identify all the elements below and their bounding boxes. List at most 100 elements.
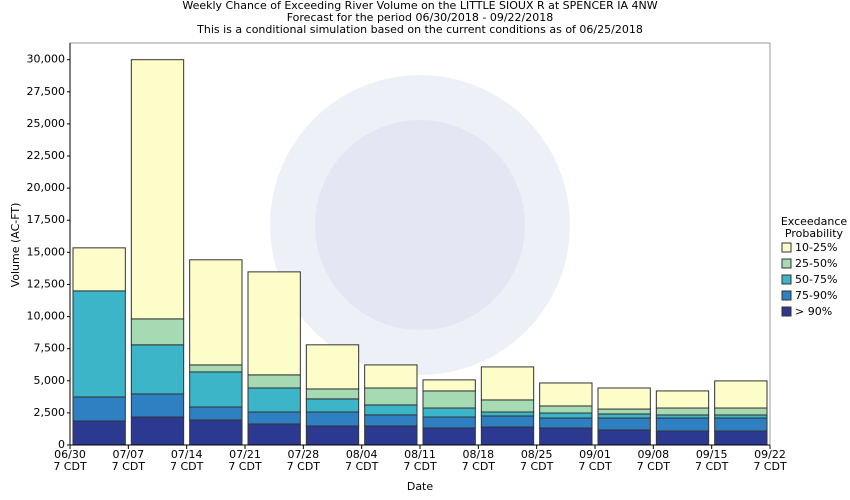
bar-segment — [714, 430, 768, 446]
bar-segment — [189, 419, 243, 446]
bar-segment — [72, 290, 126, 398]
bar-segment — [539, 405, 593, 414]
x-tick-label: 7 CDT — [53, 460, 87, 473]
x-tick-label: 7 CDT — [112, 460, 146, 473]
bar-segment — [597, 417, 651, 431]
x-tick-label: 08/11 — [404, 448, 436, 461]
legend-swatch — [781, 274, 792, 285]
bar-segment — [72, 396, 126, 422]
x-tick-label: 7 CDT — [345, 460, 379, 473]
bar-segment — [422, 416, 476, 429]
y-tick-label: 15,000 — [27, 245, 66, 258]
bar-segment — [480, 366, 535, 401]
bar-segment — [539, 427, 593, 446]
bar-segment — [480, 411, 535, 417]
legend-swatch — [781, 242, 792, 253]
bar-segment — [422, 379, 476, 392]
x-tick-label: 06/30 — [54, 448, 86, 461]
bar-segment — [72, 420, 126, 446]
y-tick-label: 10,000 — [27, 310, 66, 323]
bar-segment — [189, 371, 243, 408]
bar-segment — [189, 364, 243, 373]
y-tick-label: 7,500 — [34, 342, 66, 355]
bar-segment — [422, 390, 476, 409]
x-tick-label: 07/14 — [171, 448, 203, 461]
bar-segment — [714, 417, 768, 432]
x-tick-label: 7 CDT — [462, 460, 496, 473]
y-tick-label: 17,500 — [27, 213, 66, 226]
x-tick-label: 7 CDT — [520, 460, 554, 473]
legend-title: Exceedance — [781, 215, 848, 228]
bar-segment — [539, 417, 593, 429]
x-tick-label: 7 CDT — [637, 460, 671, 473]
x-tick-label: 08/25 — [521, 448, 553, 461]
legend-label: > 90% — [795, 305, 832, 318]
chart-subtitle: This is a conditional simulation based o… — [196, 23, 643, 36]
bar-segment — [305, 425, 360, 446]
chart-title: Weekly Chance of Exceeding River Volume … — [182, 0, 657, 12]
x-tick-label: 07/07 — [112, 448, 144, 461]
y-tick-label: 22,500 — [27, 149, 66, 162]
bar-segment — [130, 344, 185, 395]
bar-segment — [189, 406, 243, 421]
x-tick-label: 07/28 — [287, 448, 319, 461]
x-tick-label: 7 CDT — [170, 460, 204, 473]
bar-segment — [130, 318, 185, 346]
bar-segment — [130, 59, 185, 320]
bar-segment — [422, 427, 476, 446]
bar-segment — [655, 390, 710, 409]
x-tick-label: 08/04 — [346, 448, 378, 461]
y-tick-label: 27,500 — [27, 85, 66, 98]
x-tick-label: 7 CDT — [695, 460, 729, 473]
legend-label: 10-25% — [795, 241, 837, 254]
y-tick-label: 12,500 — [27, 277, 66, 290]
bar-segment — [364, 387, 418, 406]
legend-label: 50-75% — [795, 273, 837, 286]
x-tick-label: 7 CDT — [578, 460, 612, 473]
y-tick-label: 25,000 — [27, 117, 66, 130]
legend-label: 25-50% — [795, 257, 837, 270]
x-tick-label: 7 CDT — [403, 460, 437, 473]
bar-segment — [247, 411, 301, 425]
x-tick-label: 09/15 — [696, 448, 728, 461]
bar-segment — [130, 416, 185, 446]
y-tick-label: 2,500 — [34, 406, 66, 419]
bar-segment — [539, 412, 593, 419]
x-tick-label: 09/22 — [754, 448, 786, 461]
x-tick-label: 07/21 — [229, 448, 261, 461]
bar-segment — [305, 344, 360, 390]
bar-segment — [305, 388, 360, 400]
bar-segment — [480, 415, 535, 428]
legend-swatch — [781, 290, 792, 301]
bar-segment — [305, 398, 360, 413]
bar-segment — [422, 407, 476, 418]
x-tick-label: 7 CDT — [753, 460, 787, 473]
y-tick-label: 30,000 — [27, 53, 66, 66]
y-axis-label: Volume (AC-FT) — [9, 203, 22, 288]
y-tick-label: 5,000 — [34, 374, 66, 387]
legend-swatch — [781, 258, 792, 269]
legend-title: Probability — [785, 227, 844, 240]
y-tick-label: 20,000 — [27, 181, 66, 194]
bar-segment — [714, 380, 768, 409]
x-axis-label: Date — [407, 480, 434, 493]
bar-segment — [247, 374, 301, 389]
bar-segment — [597, 429, 651, 446]
bar-segment — [72, 247, 126, 292]
bar-segment — [305, 411, 360, 427]
x-tick-label: 7 CDT — [228, 460, 262, 473]
bar-segment — [247, 271, 301, 376]
bar-segment — [364, 414, 418, 427]
bar-segment — [364, 425, 418, 446]
chart-subtitle: Forecast for the period 06/30/2018 - 09/… — [287, 11, 554, 24]
y-tick-label: 0 — [58, 438, 65, 451]
legend-swatch — [781, 306, 792, 317]
x-tick-label: 08/18 — [462, 448, 494, 461]
x-tick-label: 09/08 — [637, 448, 669, 461]
bar-segment — [714, 407, 768, 416]
bar-segment — [655, 417, 710, 432]
bar-segment — [247, 423, 301, 446]
bar-segment — [597, 408, 651, 415]
x-tick-label: 7 CDT — [287, 460, 321, 473]
